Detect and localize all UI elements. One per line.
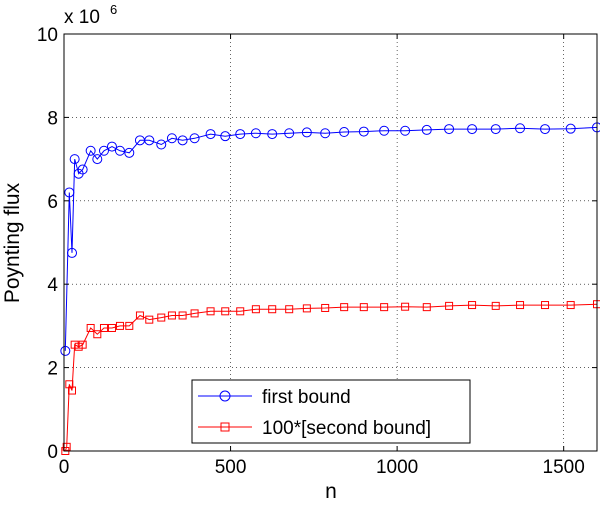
axis-ticks: 0 500 1000 1500 0 2 4 6 8 10 — [37, 25, 597, 478]
x-tick-label: 1500 — [543, 457, 585, 478]
series-line — [64, 126, 598, 351]
data-point — [114, 145, 125, 156]
data-point — [85, 145, 96, 156]
legend-box — [191, 379, 471, 444]
data-point — [340, 303, 349, 312]
data-point — [178, 311, 187, 320]
data-point — [177, 135, 188, 146]
data-point — [566, 301, 575, 310]
data-point — [284, 128, 295, 139]
data-point — [67, 386, 76, 395]
data-point — [64, 187, 75, 198]
data-point — [301, 127, 312, 138]
data-point — [190, 309, 199, 318]
data-point — [166, 133, 177, 144]
data-point — [236, 307, 245, 316]
data-point — [235, 129, 246, 140]
x-tick-label: 500 — [215, 457, 247, 478]
data-point — [467, 124, 478, 135]
data-point — [145, 315, 154, 324]
data-point — [77, 164, 88, 175]
data-point — [115, 321, 124, 330]
data-point — [468, 301, 477, 310]
data-point — [125, 321, 134, 330]
data-point — [78, 340, 87, 349]
x-axis-label: n — [325, 480, 337, 503]
data-point — [321, 303, 330, 312]
data-point — [205, 129, 216, 140]
legend-label-second-bound: 100*[second bound] — [262, 418, 431, 439]
data-point — [86, 323, 95, 332]
data-point — [401, 302, 410, 311]
y-tick-label: 0 — [47, 442, 58, 463]
data-point — [359, 303, 368, 312]
y-tick-label: 6 — [47, 192, 58, 213]
data-point — [106, 141, 117, 152]
data-point — [107, 323, 116, 332]
y-axis-label: Poynting flux — [1, 182, 24, 303]
series-layer — [60, 122, 600, 455]
data-point — [93, 330, 102, 339]
data-point — [221, 307, 230, 316]
exponent-label: x 10 — [64, 7, 100, 28]
data-point — [267, 129, 278, 140]
data-point — [320, 128, 331, 139]
data-point — [490, 124, 501, 135]
data-point — [99, 323, 108, 332]
data-point — [250, 128, 261, 139]
data-point — [421, 124, 432, 135]
data-point — [516, 301, 525, 310]
y-tick-label: 4 — [47, 275, 58, 296]
data-point — [285, 305, 294, 314]
y-tick-label: 2 — [47, 359, 58, 380]
y-tick-label: 10 — [37, 25, 58, 46]
data-point — [302, 304, 311, 313]
data-point — [268, 305, 277, 314]
data-point — [444, 124, 455, 135]
data-point — [540, 124, 551, 135]
data-point — [491, 301, 500, 310]
data-point — [69, 154, 80, 165]
data-point — [445, 301, 454, 310]
data-point — [220, 131, 231, 142]
y-tick-label: 8 — [47, 108, 58, 129]
data-point — [66, 247, 77, 258]
data-point — [124, 147, 135, 158]
data-point — [65, 380, 74, 389]
legend-label-first-bound: first bound — [262, 387, 351, 408]
series-2 — [61, 300, 600, 455]
data-point — [379, 125, 390, 136]
series-line — [64, 303, 598, 452]
data-point — [206, 307, 215, 316]
legend-marker-first-bound — [219, 390, 231, 402]
axes-box — [63, 33, 598, 452]
data-point — [60, 345, 71, 356]
data-point — [98, 145, 109, 156]
data-point — [251, 305, 260, 314]
data-point — [156, 139, 167, 150]
data-point — [92, 154, 103, 165]
legend: first bound 100*[second bound] — [191, 379, 471, 444]
data-point — [189, 133, 200, 144]
data-point — [167, 311, 176, 320]
data-point — [400, 125, 411, 136]
x-tick-label: 1000 — [376, 457, 418, 478]
data-point — [144, 135, 155, 146]
series-1 — [60, 122, 600, 356]
legend-marker-second-bound — [220, 422, 230, 432]
data-point — [62, 442, 71, 451]
data-point — [339, 126, 350, 137]
data-point — [157, 313, 166, 322]
grid — [64, 34, 597, 451]
data-point — [515, 123, 526, 134]
x-tick-label: 0 — [59, 457, 70, 478]
data-point — [541, 301, 550, 310]
data-point — [380, 303, 389, 312]
data-point — [358, 126, 369, 137]
exponent-power: 6 — [110, 2, 117, 17]
data-point — [565, 123, 576, 134]
data-point — [422, 303, 431, 312]
data-point — [135, 311, 144, 320]
